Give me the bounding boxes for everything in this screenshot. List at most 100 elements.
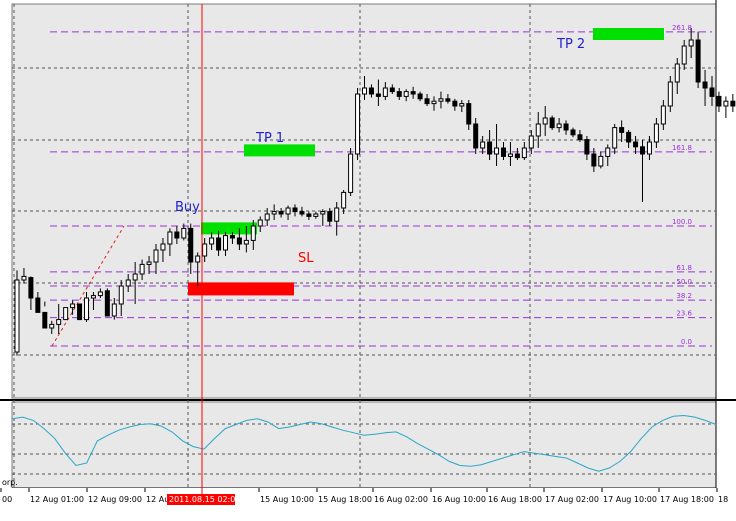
candle-body xyxy=(389,87,395,93)
candle-body xyxy=(355,93,361,155)
candle-body xyxy=(403,91,409,97)
candle-body xyxy=(480,141,486,149)
candle-body xyxy=(35,297,41,313)
price-pane[interactable] xyxy=(11,3,717,399)
candle-body xyxy=(667,81,673,107)
candle-body xyxy=(431,100,437,105)
fib-level-label: 0.0 xyxy=(681,338,692,346)
candle-body xyxy=(153,249,159,263)
candle-body xyxy=(556,123,562,129)
candle-body xyxy=(90,295,96,299)
candle-body xyxy=(570,129,576,136)
candle-body xyxy=(466,103,472,125)
candle-body xyxy=(640,146,645,155)
candle-body xyxy=(695,39,701,83)
tp1-zone xyxy=(244,144,315,157)
candle-body xyxy=(125,279,131,287)
candle-body xyxy=(188,227,194,263)
candle-body xyxy=(202,243,208,257)
time-label: 16 Aug 10:00 xyxy=(432,495,486,504)
candle-body xyxy=(327,211,333,222)
tp2-label: TP 2 xyxy=(556,37,585,52)
fib-level-label: 38.2 xyxy=(676,292,692,300)
candle-body xyxy=(709,87,715,97)
candle-body xyxy=(396,91,402,97)
candle-body xyxy=(216,237,222,251)
candle-body xyxy=(181,227,187,239)
time-label: 17 Aug 18:00 xyxy=(660,495,714,504)
candle-body xyxy=(716,95,722,107)
candle-body xyxy=(77,303,83,321)
candle-body xyxy=(63,307,69,321)
candle-body xyxy=(598,155,604,167)
candle-body xyxy=(688,39,694,47)
candle-body xyxy=(362,87,367,95)
candle-body xyxy=(348,153,354,193)
candle-body xyxy=(209,237,215,245)
time-label: 17 Aug 10:00 xyxy=(603,495,657,504)
candle-body xyxy=(70,303,76,309)
tp1-label: TP 1 xyxy=(255,131,284,146)
time-label: 16 Aug 18:00 xyxy=(488,495,542,504)
candle-body xyxy=(501,147,506,157)
candle-body xyxy=(223,235,228,251)
time-label: 15 Aug 18:00 xyxy=(318,495,372,504)
candle-body xyxy=(549,117,555,129)
candle-body xyxy=(382,87,388,97)
candle-body xyxy=(250,225,256,241)
fib-level-label: 23.6 xyxy=(676,310,692,318)
candle-body xyxy=(577,134,583,141)
candle-body xyxy=(507,153,513,157)
candle-body xyxy=(320,211,326,215)
candle-body xyxy=(563,123,569,131)
candle-body xyxy=(633,141,639,148)
time-label: 12 Aug 01:00 xyxy=(30,495,84,504)
candle-body xyxy=(264,213,270,221)
highlighted-time-label: 2011.08.15 02:00 xyxy=(169,495,240,504)
buy-label: Buy xyxy=(175,200,200,215)
candle-body xyxy=(535,123,541,137)
candle-body xyxy=(139,263,145,275)
time-scale xyxy=(0,488,736,517)
buy-entry-zone xyxy=(201,222,257,235)
candle-body xyxy=(257,219,263,227)
candle-body xyxy=(160,243,166,251)
sl-label: SL xyxy=(298,251,314,266)
candle-body xyxy=(626,131,632,143)
indicator-pane[interactable] xyxy=(11,401,717,489)
fib-level-label: 261.8 xyxy=(672,24,692,32)
candlestick-series xyxy=(14,28,736,356)
candle-body xyxy=(174,231,180,239)
time-axis-labels: 00 12 Aug 01:00 12 Aug 09:00 12 Au 15 Aug 10… xyxy=(0,488,728,505)
candle-body xyxy=(49,323,55,329)
candle-body xyxy=(97,291,103,297)
fib-level-label: 100.0 xyxy=(672,218,692,226)
candle-body xyxy=(313,213,319,217)
candle-body xyxy=(375,93,381,97)
candle-body xyxy=(660,105,666,125)
candle-body xyxy=(674,63,680,83)
time-label: 12 Au xyxy=(146,495,169,504)
trade-zones[interactable] xyxy=(188,28,664,296)
candle-body xyxy=(494,147,500,155)
candle-body xyxy=(278,211,284,215)
grid xyxy=(12,4,716,488)
indicator-pane-label: orp. xyxy=(2,478,18,487)
candle-body xyxy=(306,213,312,217)
candle-body xyxy=(21,275,27,281)
candle-body xyxy=(605,147,611,157)
candle-body xyxy=(514,153,520,159)
indicator-series xyxy=(11,414,717,472)
candle-body xyxy=(723,100,729,107)
time-label: 00 xyxy=(2,495,12,504)
fib-trendline xyxy=(51,225,125,347)
time-label: 17 Aug 02:00 xyxy=(545,495,599,504)
time-label: 16 Aug 02:00 xyxy=(374,495,428,504)
time-label: 15 Aug 10:00 xyxy=(260,495,314,504)
candle-body xyxy=(410,91,416,95)
candle-body xyxy=(167,231,173,245)
candle-body xyxy=(612,127,618,149)
candle-body xyxy=(452,100,458,107)
